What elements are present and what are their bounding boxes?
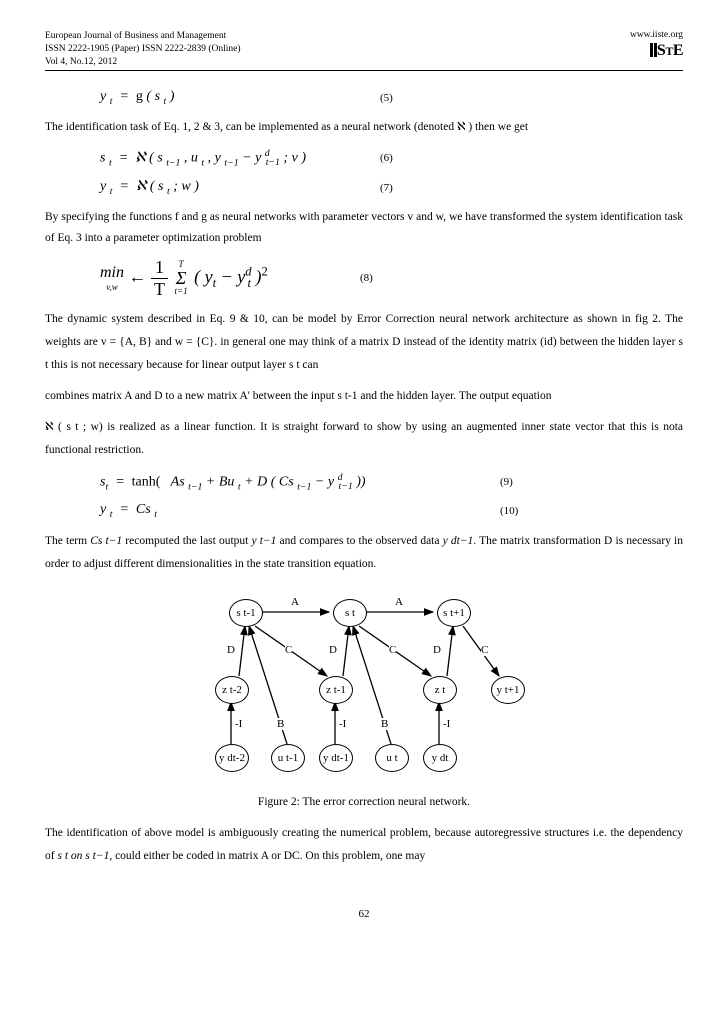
label-B-2: B [381,718,388,730]
equation-9-number: (9) [500,476,513,488]
issn-line: ISSN 2222-1905 (Paper) ISSN 2222-2839 (O… [45,43,241,56]
equation-5-number: (5) [380,92,393,104]
page-header: European Journal of Business and Managem… [45,30,683,71]
node-u-t: u t [375,744,409,772]
node-z-tm1: z t-1 [319,676,353,704]
paragraph-7: The identification of above model is amb… [45,822,683,868]
site-url: www.iiste.org [630,30,683,40]
equation-9: st = tanh( As t−1 + Bu t + D ( Cs t−1 − … [100,472,683,492]
equation-10-number: (10) [500,505,518,517]
equation-8: minv,w ← 1T TΣt=1 ( yt − ydt )2 (8) [100,257,683,300]
equation-6-number: (6) [380,152,393,164]
label-mI-1: -I [235,718,242,730]
node-s-t: s t [333,599,367,627]
node-z-t: z t [423,676,457,704]
equation-7: y t = ℵ ( s t ; w ) (7) [100,178,683,197]
label-mI-3: -I [443,718,450,730]
label-A-2: A [395,596,403,608]
node-u-tm1: u t-1 [271,744,305,772]
label-D-3: D [433,644,441,656]
equation-10: y t = Cs t (10) [100,502,683,520]
vol-line: Vol 4, No.12, 2012 [45,56,241,69]
figure-2-caption: Figure 2: The error correction neural ne… [45,796,683,808]
header-right: www.iiste.org STE [630,30,683,60]
equation-8-number: (8) [360,272,373,284]
label-D-2: D [329,644,337,656]
figure-2-diagram: s t-1 s t s t+1 z t-2 z t-1 z t y t+1 y … [199,594,529,784]
label-C-2: C [389,644,396,656]
equation-6: s t = ℵ ( s t−1 , u t , y t−1 − y dt−1 ;… [100,148,683,168]
header-left: European Journal of Business and Managem… [45,30,241,68]
equation-7-number: (7) [380,182,393,194]
paragraph-4: combines matrix A and D to a new matrix … [45,385,683,408]
paragraph-2: By specifying the functions f and g as n… [45,207,683,248]
page-number: 62 [45,908,683,920]
node-s-tp1: s t+1 [437,599,471,627]
paragraph-5: ℵ ( s t ; w) is realized as a linear fun… [45,416,683,462]
paragraph-1: The identification task of Eq. 1, 2 & 3,… [45,117,683,138]
label-C-1: C [285,644,292,656]
node-yd-t: y dt [423,744,457,772]
label-A-1: A [291,596,299,608]
label-mI-2: -I [339,718,346,730]
equation-5: y t = g ( s t ) (5) [100,89,683,107]
paragraph-6: The term Cs t−1 recomputed the last outp… [45,530,683,576]
paragraph-3: The dynamic system described in Eq. 9 & … [45,308,683,377]
node-yd-tm1: y dt-1 [319,744,353,772]
node-s-tm1: s t-1 [229,599,263,627]
label-C-3: C [481,644,488,656]
publisher-logo: STE [630,42,683,60]
label-D-1: D [227,644,235,656]
label-B-1: B [277,718,284,730]
journal-name: European Journal of Business and Managem… [45,30,241,43]
node-y-tp1: y t+1 [491,676,525,704]
node-yd-tm2: y dt-2 [215,744,249,772]
node-z-tm2: z t-2 [215,676,249,704]
